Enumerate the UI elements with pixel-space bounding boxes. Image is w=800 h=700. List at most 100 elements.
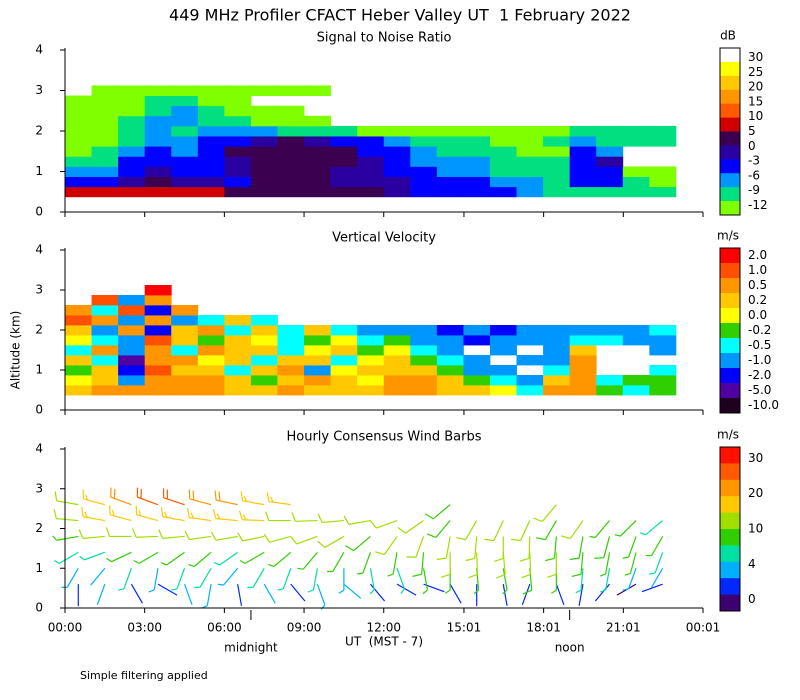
colorbar-label: -2.0 [748,368,771,382]
heatmap-cell [91,176,119,188]
heatmap-cell [436,345,464,356]
heatmap-cell [489,166,517,177]
heatmap-cell [144,355,172,366]
wind-barb [90,567,106,586]
colorbar-label: -6 [748,168,760,182]
wind-barb [412,552,425,578]
heatmap-cell [516,146,544,157]
colorbar-band [720,529,740,546]
colorbar-band [720,61,740,77]
heatmap-cell [250,315,278,326]
heatmap-cell [91,105,119,117]
heatmap-cell [224,375,252,386]
barb-feather [79,555,85,561]
heatmap-cell [543,375,571,386]
barb-staff [474,536,478,559]
barb-staff [282,568,292,590]
heatmap-cell [596,166,624,177]
barb-staff [405,520,424,534]
barb-staff [216,499,238,506]
heatmap-cell [250,146,278,157]
heatmap-cell [357,166,385,177]
wind-barb [212,509,238,522]
wind-barb [357,552,372,575]
heatmap-cell [304,345,332,356]
heatmap-cell [277,355,305,366]
heatmap-cell [91,365,119,376]
barb-staff [553,536,557,559]
wind-barb [162,488,185,506]
heatmap-cell [330,146,358,157]
colorbar-band [720,187,740,202]
heatmap-cell [463,146,491,157]
heatmap-cell [410,345,438,356]
heatmap-cell [144,305,172,316]
heatmap-cell [304,146,332,157]
wind-barb [468,552,479,579]
heatmap-cell [197,105,225,117]
wind-barb [160,551,185,566]
barb-feather [192,490,195,501]
wind-barb [237,532,265,542]
wind-barb [277,568,292,591]
barb-staff [645,520,664,536]
barb-staff [541,504,557,522]
colorbar-band [720,368,740,384]
heatmap-cell [330,345,358,356]
wind-barb [110,487,132,506]
wind-barb [622,568,637,591]
wind-barb [307,568,318,593]
colorbar-label: 4 [748,557,756,571]
y-tick-label: 3 [35,83,43,97]
barb-staff [183,583,193,606]
heatmap-cell [197,325,225,336]
heatmap-cell [277,365,305,376]
heatmap-cell [197,375,225,386]
barb-staff [290,583,306,602]
heatmap-cell [304,186,332,198]
heatmap-cell [357,365,385,376]
x-tick-label: 15:01 [447,621,482,635]
barb-staff [529,552,532,575]
heatmap-cell [277,375,305,386]
heatmap-cell [91,315,119,326]
barb-feather [519,557,530,562]
heatmap-cell [277,125,305,137]
barb-staff [594,583,610,602]
barb-staff [629,552,637,574]
y-tick-label: 4 [35,43,43,57]
y-tick-label: 2 [35,323,43,337]
heatmap-cell [304,176,332,188]
heatmap-cell [569,355,597,366]
heatmap-cell [436,146,464,157]
barb-feather [188,564,195,568]
heatmap-cell [197,85,225,96]
annotation: midnight [224,641,278,655]
barb-staff [396,568,406,590]
barb-feather [521,573,531,579]
barb-staff [362,552,372,574]
barb-staff [651,567,664,588]
wind-barb [502,568,508,595]
barb-staff [166,551,185,566]
wind-barb [521,583,531,606]
wind-barb [422,568,428,595]
barb-feather [263,533,271,543]
barb-feather [218,491,221,501]
barb-staff [555,583,565,606]
barb-staff [316,583,326,606]
wind-barb [158,529,185,539]
barb-feather [138,510,142,517]
heatmap-cell [436,186,464,198]
wind-barb [343,515,371,525]
barb-feather [268,564,275,568]
heatmap-cell [197,335,225,346]
colorbar-label: 30 [748,50,763,64]
barb-feather [494,557,504,563]
heatmap-cell [118,375,146,386]
heatmap-cell [224,115,252,127]
heatmap-cell [91,335,119,346]
y-tick-label: 3 [35,481,43,495]
colorbar-label: -12 [748,198,768,212]
barb-staff [578,584,584,606]
